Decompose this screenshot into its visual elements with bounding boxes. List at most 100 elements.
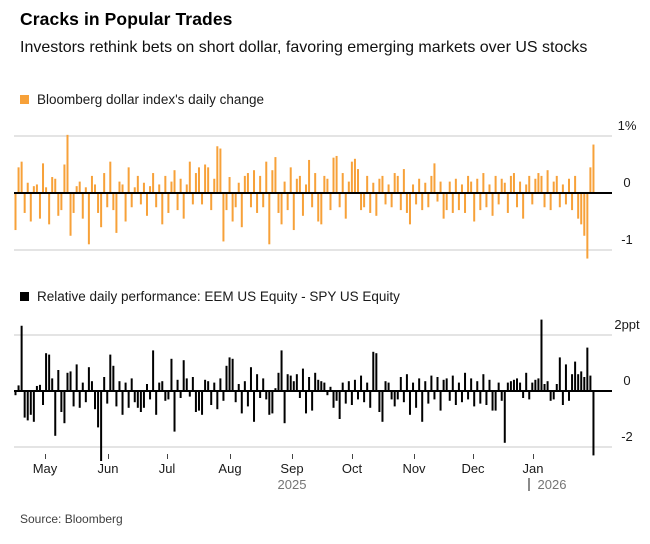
bar: [436, 377, 439, 391]
bar: [555, 175, 558, 193]
bar: [63, 391, 66, 424]
bar: [51, 378, 54, 391]
bar: [564, 193, 567, 205]
bar: [393, 391, 396, 407]
bar: [35, 184, 38, 193]
y-axis-label: -2: [621, 429, 633, 444]
bar: [20, 325, 23, 391]
y-axis-label: 1%: [617, 118, 637, 133]
bar: [546, 381, 549, 391]
bar: [360, 375, 363, 391]
bar: [485, 193, 488, 208]
bar: [357, 391, 359, 400]
bar: [14, 391, 17, 396]
bar: [534, 178, 537, 193]
bar: [464, 372, 467, 391]
bar: [360, 193, 363, 211]
bar: [574, 361, 577, 391]
bar: [173, 170, 176, 193]
bar: [234, 193, 237, 208]
bar: [45, 187, 48, 193]
month-tick: [291, 454, 293, 459]
bar: [491, 391, 494, 411]
bar: [418, 178, 421, 193]
bar: [87, 193, 90, 245]
bar: [537, 173, 540, 193]
bar: [314, 173, 317, 193]
bar: [32, 391, 35, 422]
bar: [338, 193, 341, 208]
bar: [320, 381, 323, 391]
bar: [274, 157, 277, 193]
bar: [213, 178, 216, 193]
bar: [372, 182, 375, 193]
bar: [482, 374, 485, 391]
bar: [164, 391, 167, 401]
bar: [228, 357, 231, 391]
month-tick: [413, 454, 415, 459]
bar: [534, 379, 537, 391]
bar: [497, 382, 500, 391]
year-label: 2025: [277, 477, 307, 492]
bar: [399, 377, 402, 391]
bar: [145, 384, 148, 391]
bar: [430, 375, 433, 391]
bar: [277, 193, 280, 213]
bar: [568, 391, 570, 401]
bar: [75, 186, 78, 193]
legend-label-eem-spy: Relative daily performance: EEM US Equit…: [37, 289, 400, 304]
month-label: Sep: [280, 461, 304, 476]
bar: [139, 193, 142, 205]
bar: [488, 379, 491, 391]
bar: [262, 378, 265, 391]
bar: [329, 386, 332, 391]
bar: [256, 374, 259, 391]
bar: [158, 382, 161, 391]
bar: [286, 193, 289, 211]
bar: [100, 193, 103, 228]
bar: [531, 193, 534, 205]
black-legend-swatch-icon: [20, 292, 29, 301]
bar: [51, 177, 54, 193]
bar: [421, 193, 424, 211]
year-divider: [528, 478, 530, 491]
bar: [592, 144, 595, 193]
bar: [84, 187, 87, 193]
bar: [308, 377, 311, 391]
bar: [259, 391, 262, 398]
bar: [158, 184, 161, 193]
bar: [546, 170, 549, 193]
bar: [253, 170, 256, 193]
bar: [295, 374, 298, 391]
bar: [326, 178, 329, 193]
bar: [213, 382, 216, 391]
bar: [179, 178, 182, 193]
bar: [457, 382, 460, 391]
bar: [246, 391, 249, 407]
bar: [216, 391, 219, 410]
bar: [506, 193, 509, 213]
bar: [94, 184, 97, 193]
bar: [207, 381, 210, 391]
bar: [589, 167, 592, 193]
bar: [378, 391, 381, 412]
bar: [448, 181, 451, 193]
bar: [372, 351, 375, 391]
bar: [277, 372, 280, 391]
bar: [525, 184, 528, 193]
bar: [283, 391, 286, 424]
bar: [121, 184, 124, 193]
bar: [476, 178, 479, 193]
bar: [139, 391, 142, 412]
bar: [240, 193, 243, 228]
bar: [500, 391, 503, 401]
bar: [341, 173, 344, 193]
bar: [543, 384, 546, 391]
bar: [378, 178, 381, 193]
bar: [164, 175, 167, 193]
bar: [170, 358, 173, 391]
bar: [347, 181, 350, 193]
bar: [130, 378, 133, 391]
bar: [118, 181, 121, 193]
bar: [384, 381, 387, 391]
